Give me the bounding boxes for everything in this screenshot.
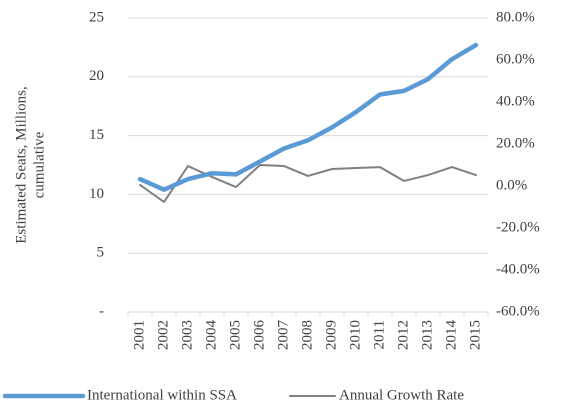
y-tick-label: 10 [89,186,104,202]
legend-label: Annual Growth Rate [339,387,464,403]
y-axis-label: Estimated Seats, Millions, [13,86,29,244]
x-tick-label: 2015 [467,320,483,350]
x-tick-label: 2008 [299,320,315,350]
series-line [137,42,479,192]
x-tick-label: 2003 [179,320,195,350]
x-tick-label: 2011 [371,320,387,349]
x-tick-label: 2002 [155,320,171,350]
x-tick-label: 2013 [419,320,435,350]
x-tick-label: 2009 [323,320,339,350]
y-tick-label: 20 [89,68,104,84]
y2-tick-label: 60.0% [496,51,535,67]
x-tick-label: 2014 [443,320,459,351]
x-tick-label: 2004 [203,320,219,351]
y-tick-label: - [99,303,104,319]
x-tick-label: 2007 [275,320,291,351]
x-tick-label: 2006 [251,320,267,351]
y2-tick-label: 80.0% [496,9,535,25]
y-axis-label: cumulative [31,131,47,198]
series-line [139,164,477,203]
x-tick-label: 2005 [227,320,243,350]
x-tick-label: 2012 [395,320,411,350]
y2-tick-label: -20.0% [496,219,540,235]
y2-tick-label: 0.0% [496,177,527,193]
y2-tick-label: -40.0% [496,261,540,277]
x-tick-label: 2001 [131,320,147,350]
y2-tick-label: 40.0% [496,93,535,109]
y-tick-label: 5 [97,245,105,261]
y-tick-label: 25 [89,9,104,25]
y-tick-label: 15 [89,127,104,143]
y2-tick-label: -60.0% [496,303,540,319]
y2-tick-label: 20.0% [496,135,535,151]
legend-label: International within SSA [87,387,237,403]
x-tick-label: 2010 [347,320,363,350]
